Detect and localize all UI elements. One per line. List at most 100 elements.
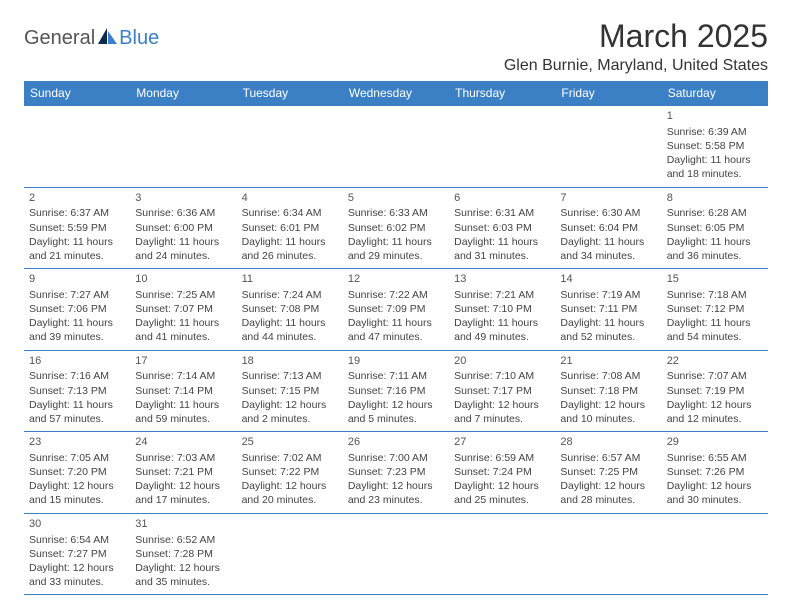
day-cell [449, 106, 555, 188]
day-cell: 27Sunrise: 6:59 AMSunset: 7:24 PMDayligh… [449, 432, 555, 514]
week-row: 16Sunrise: 7:16 AMSunset: 7:13 PMDayligh… [24, 350, 768, 432]
daylight-text: Daylight: 12 hours [29, 479, 125, 493]
header: General Blue March 2025 Glen Burnie, Mar… [24, 18, 768, 75]
day-cell: 22Sunrise: 7:07 AMSunset: 7:19 PMDayligh… [662, 350, 768, 432]
title-block: March 2025 Glen Burnie, Maryland, United… [504, 18, 768, 75]
day-number: 16 [29, 354, 125, 369]
sunset-text: Sunset: 7:07 PM [135, 302, 231, 316]
sunrise-text: Sunrise: 7:22 AM [348, 288, 444, 302]
day-number: 11 [242, 272, 338, 287]
daylight-text: Daylight: 11 hours [242, 235, 338, 249]
day-number: 6 [454, 191, 550, 206]
sunrise-text: Sunrise: 6:54 AM [29, 533, 125, 547]
sunset-text: Sunset: 6:00 PM [135, 221, 231, 235]
sunset-text: Sunset: 7:11 PM [560, 302, 656, 316]
daylight-text: Daylight: 11 hours [29, 398, 125, 412]
daylight-text: Daylight: 12 hours [667, 398, 763, 412]
daylight-text-2: and 28 minutes. [560, 493, 656, 507]
daylight-text: Daylight: 11 hours [242, 316, 338, 330]
col-header: Tuesday [237, 81, 343, 106]
sunrise-text: Sunrise: 6:39 AM [667, 125, 763, 139]
daylight-text: Daylight: 11 hours [348, 235, 444, 249]
day-number: 13 [454, 272, 550, 287]
day-cell: 19Sunrise: 7:11 AMSunset: 7:16 PMDayligh… [343, 350, 449, 432]
day-cell: 12Sunrise: 7:22 AMSunset: 7:09 PMDayligh… [343, 269, 449, 351]
daylight-text-2: and 35 minutes. [135, 575, 231, 589]
daylight-text: Daylight: 11 hours [454, 316, 550, 330]
day-number: 22 [667, 354, 763, 369]
sunset-text: Sunset: 6:01 PM [242, 221, 338, 235]
sunrise-text: Sunrise: 6:37 AM [29, 206, 125, 220]
week-row: 30Sunrise: 6:54 AMSunset: 7:27 PMDayligh… [24, 513, 768, 595]
day-cell [237, 106, 343, 188]
daylight-text-2: and 57 minutes. [29, 412, 125, 426]
day-number: 2 [29, 191, 125, 206]
day-cell: 13Sunrise: 7:21 AMSunset: 7:10 PMDayligh… [449, 269, 555, 351]
sunset-text: Sunset: 7:26 PM [667, 465, 763, 479]
page-title: March 2025 [504, 18, 768, 55]
week-row: 9Sunrise: 7:27 AMSunset: 7:06 PMDaylight… [24, 269, 768, 351]
day-number: 14 [560, 272, 656, 287]
day-number: 8 [667, 191, 763, 206]
day-number: 12 [348, 272, 444, 287]
day-cell [555, 513, 661, 595]
daylight-text-2: and 54 minutes. [667, 330, 763, 344]
day-cell: 30Sunrise: 6:54 AMSunset: 7:27 PMDayligh… [24, 513, 130, 595]
day-cell: 15Sunrise: 7:18 AMSunset: 7:12 PMDayligh… [662, 269, 768, 351]
col-header: Monday [130, 81, 236, 106]
day-number: 9 [29, 272, 125, 287]
day-cell: 17Sunrise: 7:14 AMSunset: 7:14 PMDayligh… [130, 350, 236, 432]
daylight-text-2: and 39 minutes. [29, 330, 125, 344]
sunrise-text: Sunrise: 7:13 AM [242, 369, 338, 383]
daylight-text-2: and 26 minutes. [242, 249, 338, 263]
daylight-text-2: and 15 minutes. [29, 493, 125, 507]
day-cell: 31Sunrise: 6:52 AMSunset: 7:28 PMDayligh… [130, 513, 236, 595]
daylight-text: Daylight: 11 hours [667, 235, 763, 249]
sunrise-text: Sunrise: 7:03 AM [135, 451, 231, 465]
sunrise-text: Sunrise: 6:28 AM [667, 206, 763, 220]
day-number: 1 [667, 109, 763, 124]
daylight-text-2: and 21 minutes. [29, 249, 125, 263]
col-header: Friday [555, 81, 661, 106]
daylight-text-2: and 17 minutes. [135, 493, 231, 507]
day-cell: 9Sunrise: 7:27 AMSunset: 7:06 PMDaylight… [24, 269, 130, 351]
sunrise-text: Sunrise: 6:34 AM [242, 206, 338, 220]
day-cell: 14Sunrise: 7:19 AMSunset: 7:11 PMDayligh… [555, 269, 661, 351]
daylight-text: Daylight: 12 hours [135, 561, 231, 575]
daylight-text-2: and 7 minutes. [454, 412, 550, 426]
sunrise-text: Sunrise: 6:30 AM [560, 206, 656, 220]
sunset-text: Sunset: 7:21 PM [135, 465, 231, 479]
daylight-text-2: and 34 minutes. [560, 249, 656, 263]
sunrise-text: Sunrise: 7:00 AM [348, 451, 444, 465]
sunset-text: Sunset: 7:06 PM [29, 302, 125, 316]
sunset-text: Sunset: 7:15 PM [242, 384, 338, 398]
daylight-text-2: and 10 minutes. [560, 412, 656, 426]
day-cell [237, 513, 343, 595]
day-number: 31 [135, 517, 231, 532]
sunset-text: Sunset: 7:17 PM [454, 384, 550, 398]
day-cell: 25Sunrise: 7:02 AMSunset: 7:22 PMDayligh… [237, 432, 343, 514]
daylight-text-2: and 12 minutes. [667, 412, 763, 426]
day-cell: 16Sunrise: 7:16 AMSunset: 7:13 PMDayligh… [24, 350, 130, 432]
daylight-text-2: and 29 minutes. [348, 249, 444, 263]
sunset-text: Sunset: 7:10 PM [454, 302, 550, 316]
day-number: 15 [667, 272, 763, 287]
day-cell: 23Sunrise: 7:05 AMSunset: 7:20 PMDayligh… [24, 432, 130, 514]
daylight-text: Daylight: 12 hours [29, 561, 125, 575]
daylight-text: Daylight: 11 hours [29, 316, 125, 330]
sunrise-text: Sunrise: 6:36 AM [135, 206, 231, 220]
calendar-body: 1Sunrise: 6:39 AMSunset: 5:58 PMDaylight… [24, 106, 768, 595]
sunrise-text: Sunrise: 7:19 AM [560, 288, 656, 302]
sunset-text: Sunset: 7:18 PM [560, 384, 656, 398]
daylight-text-2: and 23 minutes. [348, 493, 444, 507]
daylight-text: Daylight: 12 hours [348, 398, 444, 412]
day-number: 19 [348, 354, 444, 369]
day-cell: 29Sunrise: 6:55 AMSunset: 7:26 PMDayligh… [662, 432, 768, 514]
daylight-text: Daylight: 12 hours [135, 479, 231, 493]
sunrise-text: Sunrise: 7:07 AM [667, 369, 763, 383]
day-cell: 26Sunrise: 7:00 AMSunset: 7:23 PMDayligh… [343, 432, 449, 514]
day-cell [24, 106, 130, 188]
sunrise-text: Sunrise: 6:59 AM [454, 451, 550, 465]
day-number: 28 [560, 435, 656, 450]
sunset-text: Sunset: 7:25 PM [560, 465, 656, 479]
